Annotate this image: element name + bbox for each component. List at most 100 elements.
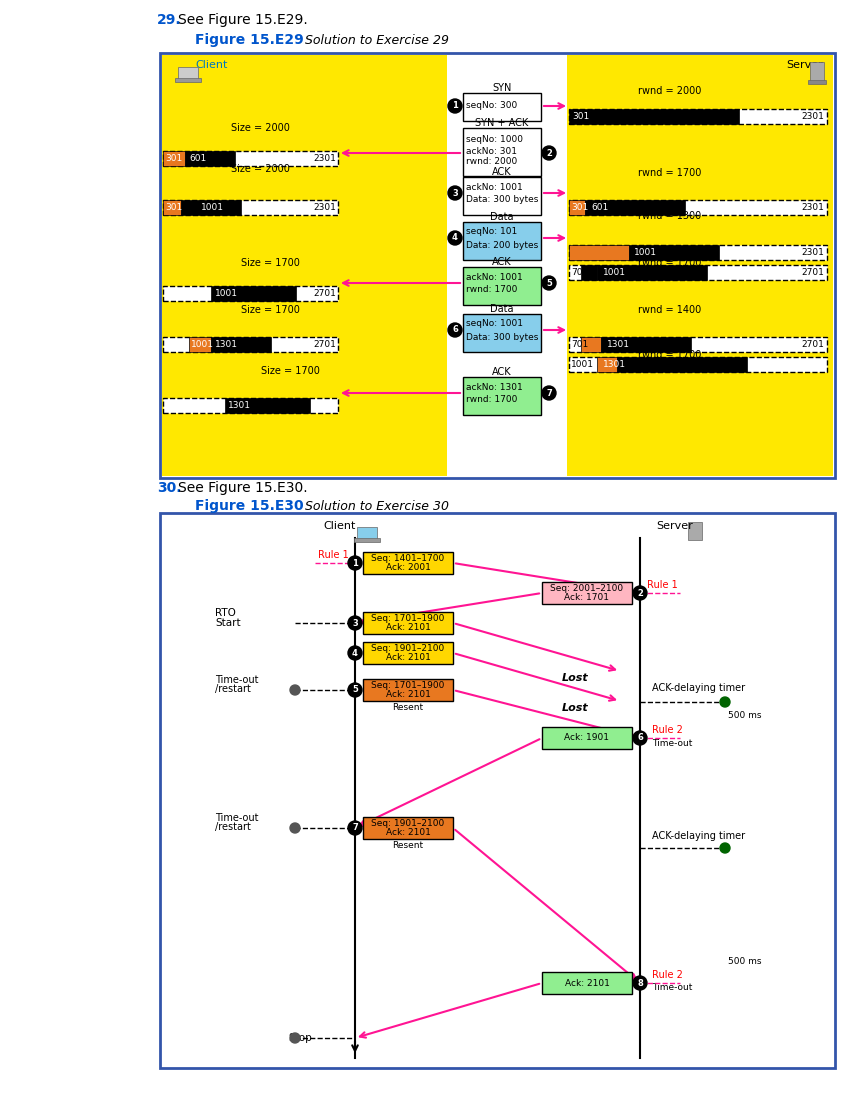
Text: 701: 701	[571, 268, 588, 277]
Text: ackNo: 1301: ackNo: 1301	[466, 382, 523, 392]
FancyBboxPatch shape	[162, 55, 447, 477]
Circle shape	[633, 731, 647, 746]
Text: 301: 301	[165, 203, 182, 212]
Text: 1301: 1301	[228, 401, 251, 410]
FancyBboxPatch shape	[357, 527, 377, 540]
Text: 500 ms: 500 ms	[728, 712, 762, 720]
FancyBboxPatch shape	[569, 245, 827, 260]
FancyBboxPatch shape	[178, 67, 198, 80]
Text: 7: 7	[352, 824, 358, 832]
FancyBboxPatch shape	[163, 200, 338, 215]
FancyBboxPatch shape	[688, 522, 702, 540]
Text: Data: 300 bytes: Data: 300 bytes	[466, 333, 538, 341]
Text: Resent: Resent	[393, 841, 423, 851]
Circle shape	[349, 617, 361, 629]
FancyBboxPatch shape	[463, 314, 541, 352]
Circle shape	[633, 586, 647, 600]
Text: ACK: ACK	[492, 367, 512, 377]
Text: rwnd: 1700: rwnd: 1700	[466, 285, 517, 294]
Circle shape	[290, 685, 300, 695]
Text: rwnd: 1700: rwnd: 1700	[466, 395, 517, 404]
Text: ACK-delaying timer: ACK-delaying timer	[652, 683, 746, 693]
Text: Stop: Stop	[288, 1033, 312, 1043]
Circle shape	[290, 1033, 300, 1043]
Text: Seq: 1901–2100: Seq: 1901–2100	[371, 643, 445, 653]
Text: Size = 1700: Size = 1700	[240, 258, 299, 268]
Text: Rule 1: Rule 1	[647, 580, 677, 590]
Circle shape	[290, 824, 300, 833]
FancyBboxPatch shape	[581, 337, 601, 352]
FancyBboxPatch shape	[542, 582, 632, 604]
Text: 2301: 2301	[313, 154, 336, 163]
Circle shape	[633, 976, 647, 990]
Text: Size = 2000: Size = 2000	[231, 123, 290, 133]
Text: 2301: 2301	[313, 203, 336, 212]
Text: Time-out: Time-out	[215, 675, 258, 685]
Text: 3: 3	[452, 189, 458, 198]
Text: 8: 8	[637, 978, 643, 987]
Text: ACK-delaying timer: ACK-delaying timer	[652, 831, 746, 841]
Text: Data: 200 bytes: Data: 200 bytes	[466, 240, 538, 249]
FancyBboxPatch shape	[463, 128, 541, 176]
Text: rwnd = 1700: rwnd = 1700	[638, 168, 702, 178]
FancyBboxPatch shape	[569, 357, 827, 372]
Text: 601: 601	[189, 154, 206, 163]
Text: Figure 15.E30: Figure 15.E30	[195, 498, 303, 513]
FancyBboxPatch shape	[185, 152, 235, 166]
Text: SYN: SYN	[492, 83, 512, 93]
Circle shape	[448, 186, 462, 200]
Text: 2301: 2301	[801, 112, 824, 121]
Text: Rule 2: Rule 2	[652, 725, 682, 735]
Text: 1001: 1001	[191, 340, 214, 349]
Text: 30.: 30.	[157, 481, 181, 495]
Circle shape	[448, 99, 462, 113]
Circle shape	[348, 821, 362, 834]
Text: 4: 4	[452, 234, 458, 243]
Text: SYN + ACK: SYN + ACK	[475, 117, 528, 128]
Text: ackNo: 301: ackNo: 301	[466, 146, 517, 156]
FancyBboxPatch shape	[601, 337, 691, 352]
FancyBboxPatch shape	[569, 265, 827, 280]
Text: Lost: Lost	[561, 673, 589, 683]
Text: ackNo: 1001: ackNo: 1001	[466, 272, 523, 281]
Text: See Figure 15.E29.: See Figure 15.E29.	[178, 13, 308, 27]
Circle shape	[348, 683, 362, 697]
Text: Size = 2000: Size = 2000	[231, 164, 290, 173]
Text: rwnd = 1400: rwnd = 1400	[638, 305, 702, 315]
Text: Client: Client	[195, 60, 227, 70]
FancyBboxPatch shape	[163, 152, 185, 166]
Text: Size = 1700: Size = 1700	[261, 366, 320, 376]
Text: 6: 6	[452, 325, 458, 335]
Text: rwnd: 2000: rwnd: 2000	[466, 157, 517, 167]
Text: 4: 4	[352, 649, 358, 658]
FancyBboxPatch shape	[597, 265, 707, 280]
FancyBboxPatch shape	[597, 357, 617, 372]
Text: 1301: 1301	[603, 360, 626, 369]
Text: Server: Server	[786, 60, 823, 70]
Text: Figure 15.E29: Figure 15.E29	[195, 33, 304, 47]
FancyBboxPatch shape	[463, 93, 541, 121]
Text: /restart: /restart	[215, 684, 250, 694]
FancyBboxPatch shape	[211, 337, 271, 352]
FancyBboxPatch shape	[189, 337, 211, 352]
Text: Data: 300 bytes: Data: 300 bytes	[466, 195, 538, 204]
Text: Ack: 1701: Ack: 1701	[565, 593, 609, 602]
FancyBboxPatch shape	[463, 177, 541, 215]
Text: seqNo: 101: seqNo: 101	[466, 227, 517, 236]
FancyBboxPatch shape	[569, 200, 585, 215]
Text: 1001: 1001	[215, 289, 238, 298]
Text: 2301: 2301	[801, 203, 824, 212]
FancyBboxPatch shape	[363, 612, 453, 634]
FancyBboxPatch shape	[569, 200, 827, 215]
FancyBboxPatch shape	[363, 642, 453, 664]
Text: Time-out: Time-out	[215, 813, 258, 824]
Text: 1301: 1301	[607, 340, 630, 349]
Text: 3: 3	[352, 618, 358, 627]
Text: 1: 1	[352, 559, 358, 568]
Text: rwnd = 2000: rwnd = 2000	[638, 86, 702, 96]
Text: 2: 2	[637, 589, 643, 597]
Text: 2701: 2701	[801, 268, 824, 277]
Text: 301: 301	[165, 154, 182, 163]
Text: Data: Data	[490, 212, 514, 222]
Text: 1001: 1001	[603, 268, 626, 277]
